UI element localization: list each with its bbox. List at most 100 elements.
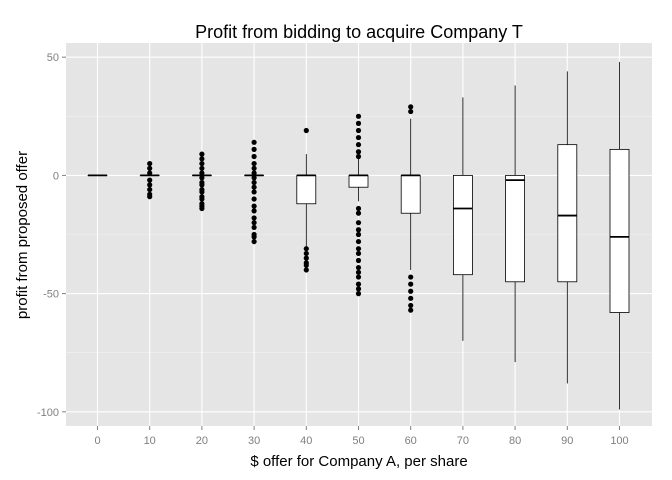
outlier-point [408, 288, 414, 294]
outlier-point [355, 291, 362, 297]
box-70 [452, 97, 473, 341]
box-50 [348, 113, 369, 297]
box-100 [609, 61, 630, 410]
outlier-point [355, 153, 362, 160]
x-tick-label: 70 [457, 435, 469, 447]
outlier-point [355, 134, 362, 141]
box-60 [400, 104, 421, 313]
outlier-point [251, 160, 257, 167]
x-tick-label: 60 [405, 435, 417, 447]
outlier-point [408, 302, 414, 309]
y-tick-label: -50 [43, 289, 59, 301]
outlier-point [251, 184, 257, 190]
box-30 [244, 139, 265, 245]
outlier-point [303, 267, 309, 273]
outlier-point [408, 307, 414, 313]
outlier-point [355, 227, 362, 233]
iqr-box [557, 144, 578, 283]
box-90 [557, 71, 578, 384]
outlier-point [251, 238, 257, 245]
outlier-point [355, 220, 362, 226]
outlier-point [355, 286, 362, 292]
iqr-box [609, 148, 630, 313]
outlier-point [303, 250, 309, 257]
outlier-point [147, 182, 153, 188]
outlier-point [408, 108, 414, 115]
outlier-point [199, 189, 205, 195]
outlier-point [355, 205, 362, 212]
outlier-point [355, 113, 362, 119]
outlier-point [147, 170, 153, 176]
outlier-point [303, 255, 309, 261]
outlier-point [355, 250, 362, 257]
iqr-box [400, 174, 421, 214]
x-tick-label: 80 [509, 435, 521, 447]
outlier-point [251, 208, 257, 214]
outlier-point [408, 295, 414, 301]
outlier-point [251, 170, 257, 176]
outlier-point [251, 203, 257, 209]
outlier-point [147, 177, 153, 183]
y-tick-label: 0 [53, 170, 59, 182]
box-10 [139, 160, 160, 200]
x-tick-label: 0 [94, 435, 100, 447]
outlier-point [147, 160, 153, 167]
outlier-point [251, 196, 257, 202]
axis-ticks: 50 0 -50 -100 0 10 20 30 40 50 60 70 80 90 100 [37, 52, 629, 447]
outlier-point [251, 175, 257, 181]
outlier-point [251, 139, 257, 145]
x-tick-label: 90 [561, 435, 573, 447]
outlier-point [355, 238, 362, 245]
outlier-point [303, 127, 309, 134]
outlier-point [355, 127, 362, 134]
x-axis-title: $ offer for Company A, per share [250, 453, 467, 470]
outlier-point [251, 234, 257, 240]
chart-title: Profit from bidding to acquire Company T [195, 22, 523, 42]
outlier-point [355, 246, 362, 252]
outlier-point [355, 149, 362, 155]
outlier-point [199, 156, 205, 162]
outlier-point [251, 189, 257, 195]
outlier-point [251, 165, 257, 171]
outlier-point [355, 281, 362, 287]
outlier-point [199, 165, 205, 171]
outlier-point [199, 151, 205, 157]
iqr-box [452, 174, 473, 276]
iqr-box [505, 174, 526, 283]
outlier-point [355, 120, 362, 126]
outlier-point [199, 170, 205, 176]
outlier-point [251, 215, 257, 221]
outlier-point [199, 196, 205, 202]
outlier-point [251, 220, 257, 226]
outlier-point [355, 264, 362, 271]
box-40 [296, 127, 317, 273]
x-tick-label: 10 [144, 435, 156, 447]
outlier-point [408, 104, 414, 110]
x-tick-label: 20 [196, 435, 208, 447]
outlier-point [251, 179, 257, 186]
box-80 [505, 85, 526, 363]
outlier-point [199, 205, 205, 212]
outlier-point [251, 153, 257, 160]
outlier-point [147, 194, 153, 200]
iqr-box [296, 174, 317, 205]
outlier-point [251, 224, 257, 231]
outlier-point [199, 175, 205, 181]
outlier-point [251, 146, 257, 152]
outlier-point [199, 182, 205, 188]
outlier-point [147, 165, 153, 171]
y-tick-label: -100 [37, 407, 59, 419]
outlier-point [355, 257, 362, 264]
outlier-point [303, 246, 309, 252]
outlier-point [355, 231, 362, 238]
y-tick-label: 50 [47, 52, 59, 64]
y-axis-title: profit from proposed offer [14, 151, 31, 319]
outlier-point [355, 274, 362, 280]
outlier-point [355, 269, 362, 275]
outlier-point [408, 274, 414, 280]
outlier-point [147, 186, 153, 193]
outlier-point [355, 142, 362, 148]
outlier-point [355, 210, 362, 216]
x-tick-label: 100 [610, 435, 628, 447]
